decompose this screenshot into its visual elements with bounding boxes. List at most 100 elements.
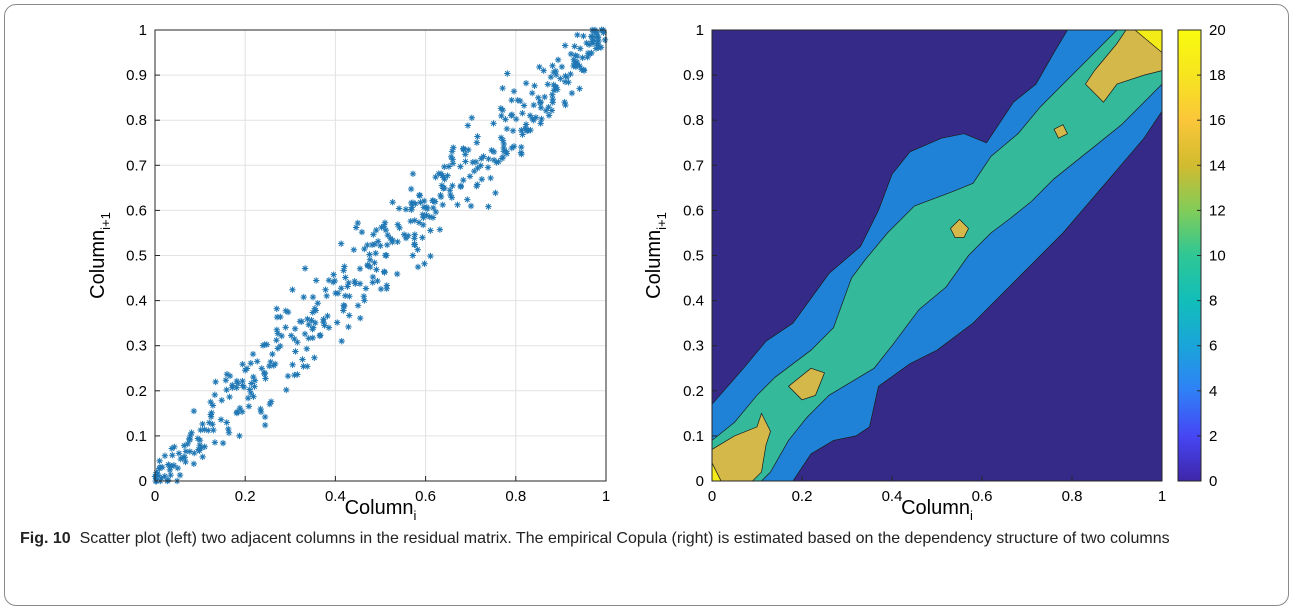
contour-level-3 — [787, 367, 825, 401]
scatter-point — [352, 224, 360, 231]
scatter-point — [175, 450, 183, 457]
scatter-point — [331, 277, 338, 285]
scatter-point — [509, 127, 517, 134]
scatter-point — [304, 315, 311, 323]
scatter-point — [520, 102, 528, 109]
scatter-point — [485, 155, 492, 163]
scatter-point — [158, 474, 165, 482]
scatter-point — [239, 382, 246, 389]
scatter-point — [205, 427, 212, 434]
scatter-point — [441, 176, 448, 183]
scatter-point — [562, 101, 569, 109]
scatter-point — [580, 32, 587, 40]
scatter-point — [592, 45, 600, 52]
scatter-point — [294, 339, 301, 346]
scatter-point — [218, 397, 225, 404]
scatter-point — [354, 219, 361, 227]
scatter-point — [287, 332, 295, 339]
scatter-point — [377, 242, 384, 249]
scatter-point — [402, 234, 410, 242]
scatter-point — [368, 241, 376, 249]
scatter-point — [267, 358, 274, 366]
scatter-point — [519, 109, 526, 117]
scatter-point — [462, 158, 469, 165]
contour-level-3 — [1085, 30, 1162, 103]
scatter-point — [408, 206, 415, 214]
scatter-point — [409, 252, 416, 259]
scatter-point — [441, 163, 448, 171]
scatter-point — [474, 181, 481, 188]
scatter-point — [437, 191, 444, 199]
scatter-point — [177, 455, 184, 463]
scatter-point — [499, 84, 506, 92]
scatter-point — [156, 464, 164, 471]
scatter-point — [449, 156, 456, 163]
colorbar-tick-label: 4 — [1209, 383, 1217, 400]
scatter-point — [450, 144, 457, 151]
scatter-point — [209, 402, 217, 409]
scatter-point — [490, 156, 498, 164]
scatter-point — [266, 362, 273, 370]
scatter-point — [518, 143, 525, 151]
scatter-point — [212, 378, 219, 386]
scatter-point — [447, 191, 454, 199]
scatter-point — [545, 112, 553, 119]
scatter-point — [247, 389, 255, 397]
scatter-point — [362, 285, 370, 292]
scatter-point — [549, 91, 556, 98]
scatter-point — [438, 182, 446, 189]
scatter-point — [325, 324, 333, 331]
scatter-point — [510, 143, 518, 150]
scatter-point — [447, 153, 455, 161]
scatter-point — [457, 163, 464, 170]
scatter-point — [389, 238, 396, 246]
contour-level-3 — [712, 412, 771, 481]
scatter-point — [536, 63, 543, 71]
scatter-point — [371, 259, 378, 266]
scatter-point — [301, 265, 309, 272]
scatter-point — [273, 305, 280, 312]
scatter-point — [460, 145, 467, 152]
scatter-point — [439, 201, 446, 209]
scatter-point — [519, 131, 526, 138]
scatter-point — [338, 285, 345, 292]
scatter-point — [277, 313, 284, 321]
scatter-point — [576, 85, 583, 92]
scatter-point — [426, 213, 433, 221]
scatter-point — [512, 115, 520, 123]
scatter-point — [249, 350, 257, 358]
scatter-point — [464, 122, 472, 129]
scatter-point — [341, 263, 348, 270]
scatter-point — [292, 348, 299, 355]
scatter-point — [531, 82, 538, 89]
scatter-point — [457, 183, 464, 191]
scatter-point — [465, 146, 472, 154]
scatter-point — [579, 54, 586, 61]
scatter-point — [544, 81, 551, 88]
scatter-point — [497, 134, 505, 141]
scatter-point — [226, 372, 234, 380]
scatter-point — [383, 285, 390, 292]
scatter-point — [427, 252, 434, 260]
scatter-point — [436, 226, 444, 233]
scatter-point — [198, 444, 205, 451]
scatter-point — [499, 137, 507, 144]
scatter-point — [278, 332, 285, 340]
scatter-point — [309, 293, 317, 301]
scatter-y-tick-label: 1 — [139, 22, 147, 39]
scatter-point — [568, 89, 576, 97]
scatter-point — [536, 99, 544, 107]
scatter-point — [233, 384, 240, 391]
scatter-point — [595, 44, 602, 51]
scatter-point — [199, 453, 206, 461]
contour-level-4 — [712, 462, 722, 481]
colorbar-tick-label: 14 — [1209, 157, 1226, 174]
scatter-point — [208, 409, 215, 417]
scatter-point — [514, 96, 521, 104]
scatter-y-tick-label: 0.4 — [126, 293, 147, 310]
scatter-point — [590, 29, 598, 36]
scatter-point — [271, 360, 279, 368]
scatter-point — [199, 420, 206, 428]
scatter-point — [448, 148, 456, 155]
contour-level-3 — [1053, 124, 1068, 139]
